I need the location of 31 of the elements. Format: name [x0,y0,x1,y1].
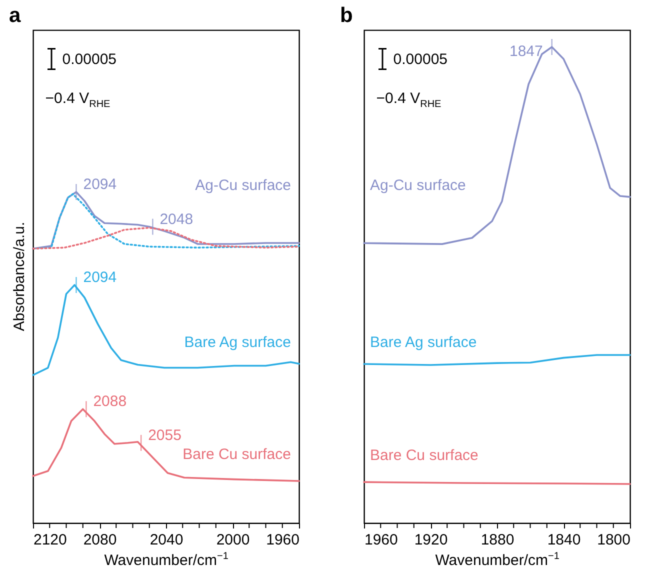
x-tick-label: 2040 [150,532,184,548]
x-tick-label: 1880 [480,532,514,548]
annotation: 1847 [509,43,543,60]
y-axis-title: Absorbance/a.u. [11,222,28,332]
text: −0.4 V$_{RHE}$ [45,90,110,110]
annotation: 0.00005 [393,50,448,68]
x-tick-label: 1960 [364,532,398,548]
annotation: 2094 [83,269,117,286]
series-label: Bare Ag surface [184,334,291,351]
x-tick-label: 2000 [216,532,250,548]
text: Ag-Cu surface [195,176,291,194]
x-tick-label: 2120 [34,532,67,548]
chart-title: a [9,4,21,27]
x-axis-title: Wavenumber/cm$^{−1}$ [434,551,560,570]
text: 0.00005 [62,50,117,68]
series-label: Bare Ag surface [370,334,477,352]
x-tick-label: 1840 [547,532,581,548]
chart-title: b [340,4,353,27]
series-label: Bare Cu surface [370,447,478,464]
annotation: 2055 [148,426,182,444]
x-tick-label: 2080 [83,532,117,548]
text: Ag-Cu surface [370,177,466,194]
x-axis-title: Wavenumber/cm$^{−1}$ [103,551,230,570]
series-label: Bare Cu surface [182,446,291,463]
x-tick-label: 1960 [266,532,300,548]
annotation: 2048 [160,210,194,228]
x-tick-label: 1920 [414,532,448,548]
annotation: −0.4 V$_{RHE}$ [376,90,442,110]
x-tick-label: 1800 [597,532,630,548]
annotation: 2088 [93,393,127,410]
annotation: 2094 [83,176,117,193]
